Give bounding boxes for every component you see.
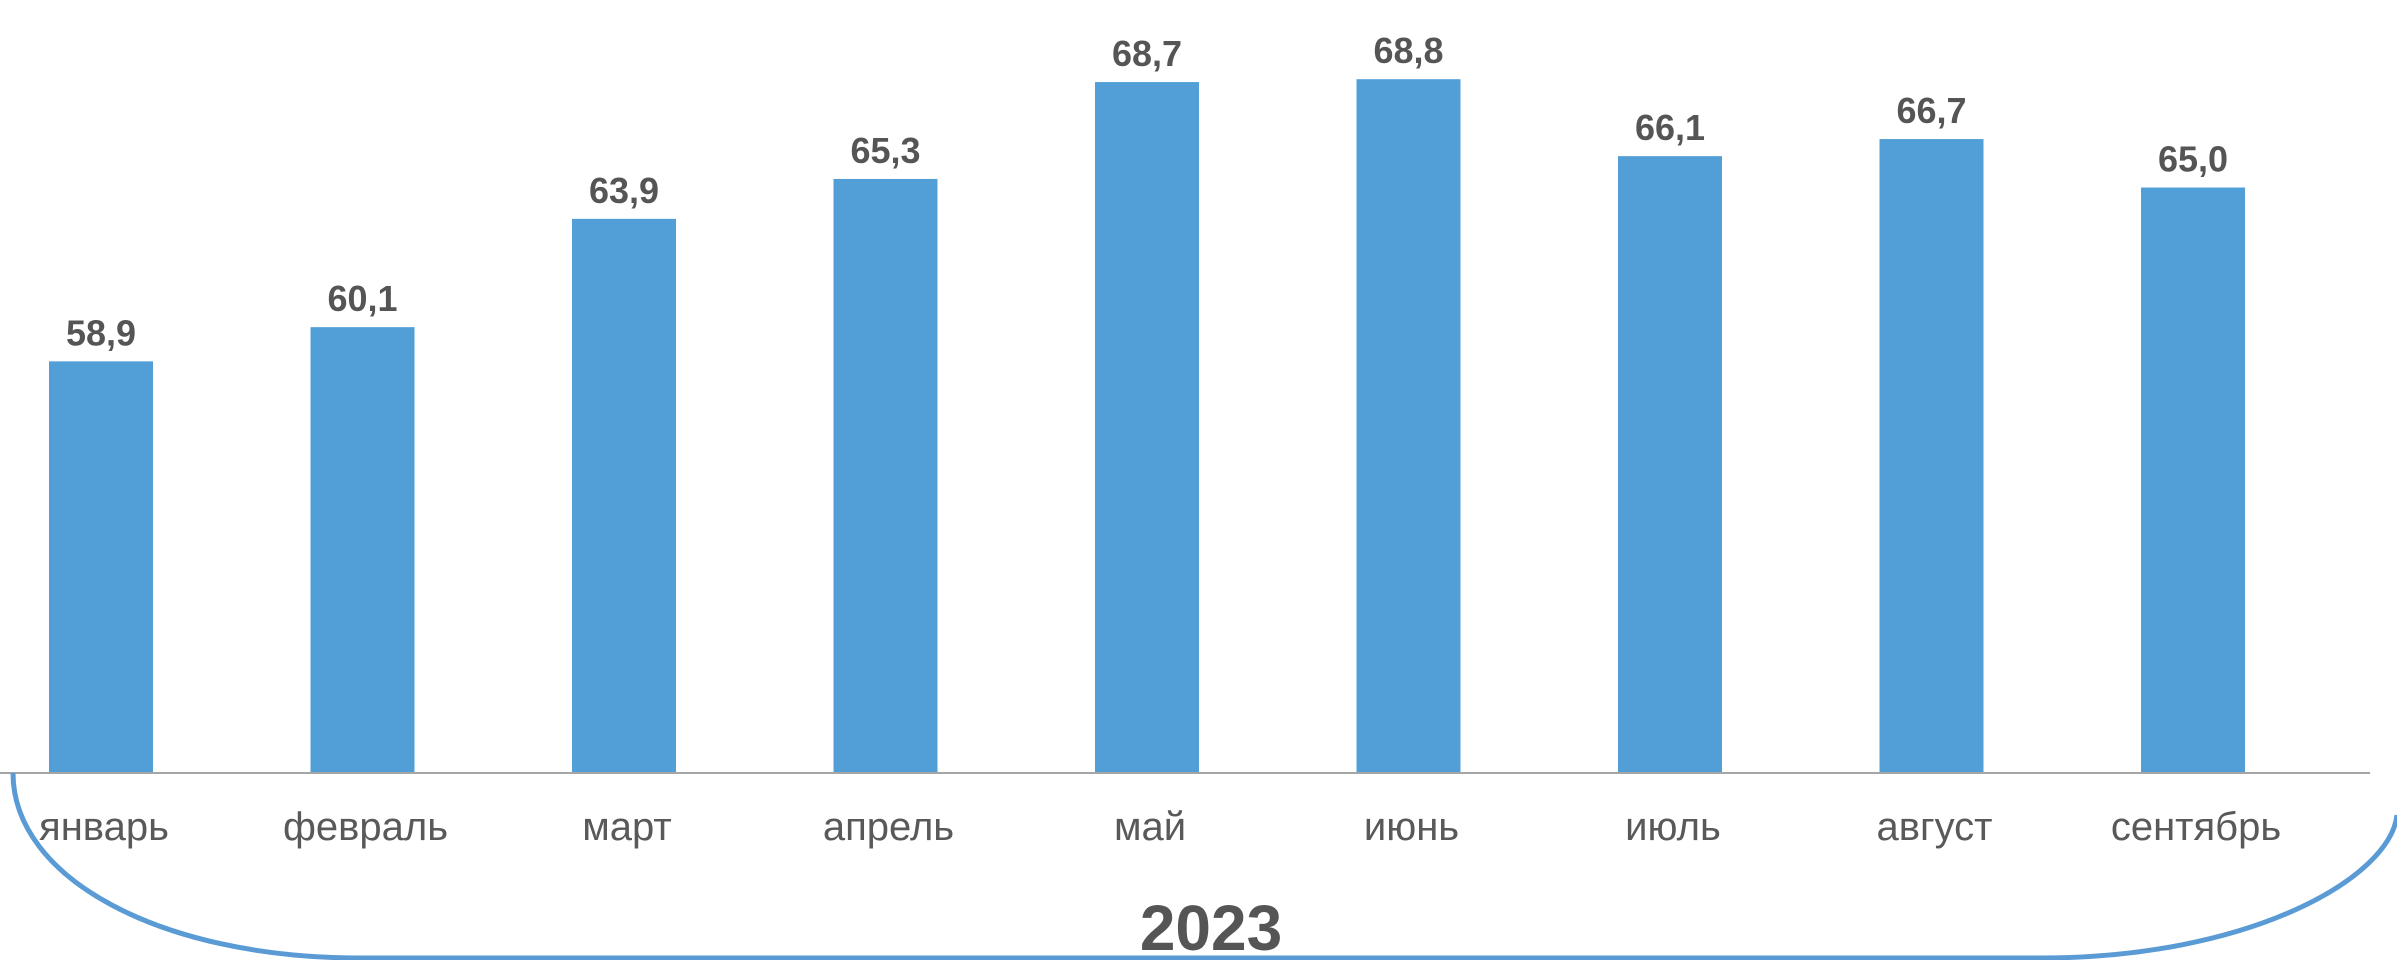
category-label: май [1114, 805, 1186, 849]
bar [1356, 79, 1461, 773]
category-label: июль [1625, 805, 1721, 849]
bar-value-label: 68,7 [1112, 33, 1182, 74]
bars-group [49, 79, 2245, 774]
category-label: сентябрь [2111, 805, 2281, 849]
bar [2141, 187, 2245, 773]
bar [310, 327, 415, 773]
category-label: апрель [823, 805, 954, 849]
value-labels-group: 58,9 60,1 63,9 65,3 68,7 68,8 66,1 66,7 65,0 [66, 30, 2228, 353]
bar-value-label: 65,0 [2158, 139, 2228, 180]
bar-value-label: 58,9 [66, 312, 136, 353]
bar-value-label: 60,1 [327, 278, 397, 319]
year-bracket [10, 772, 2397, 960]
bar-value-label: 66,1 [1635, 107, 1705, 148]
year-label: 2023 [1140, 892, 1282, 960]
bar-value-label: 63,9 [589, 170, 659, 211]
category-label: март [582, 805, 671, 849]
category-label: февраль [283, 805, 448, 849]
bar-value-label: 68,8 [1373, 30, 1443, 71]
bar-value-label: 65,3 [850, 130, 920, 171]
bar [1095, 82, 1199, 774]
bar-value-label: 66,7 [1896, 90, 1966, 131]
category-label: январь [39, 805, 169, 849]
category-labels-group: январь февраль март апрель май июнь июль август… [39, 805, 2281, 849]
bar [49, 361, 153, 773]
bar [1618, 156, 1722, 773]
bar [1879, 139, 1984, 774]
bar [833, 178, 938, 773]
category-label: июнь [1364, 805, 1459, 849]
category-label: август [1877, 805, 1993, 849]
bar [572, 218, 676, 774]
